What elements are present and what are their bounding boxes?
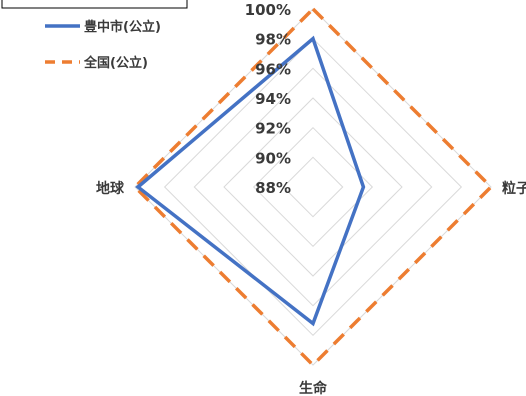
tick-label: 96% <box>255 60 291 78</box>
grid-ring <box>163 37 463 337</box>
legend-box-edge <box>1 0 188 9</box>
series-national-line <box>132 6 494 368</box>
axis-labels: 粒子 生命 地球 <box>96 180 526 396</box>
tick-label: 100% <box>245 1 291 19</box>
tick-label: 90% <box>255 149 291 167</box>
axis-label-earth: 地球 <box>96 180 125 197</box>
series-toyonaka-line <box>135 35 366 327</box>
legend: 豊中市(公立) 全国(公立) <box>1 0 188 71</box>
legend-label-national: 全国(公立) <box>83 55 148 71</box>
radar-grid <box>134 8 492 366</box>
tick-label: 88% <box>255 179 291 197</box>
grid-ring <box>193 67 433 307</box>
grid-ring <box>252 126 374 248</box>
tick-label: 98% <box>255 31 291 49</box>
series-layer <box>132 6 494 368</box>
grid-ring <box>134 8 492 366</box>
tick-label: 94% <box>255 90 291 108</box>
legend-label-toyonaka: 豊中市(公立) <box>84 19 161 35</box>
axis-label-particle: 粒子 <box>502 180 526 197</box>
tick-labels: 88% 90% 92% 94% 96% 98% 100% <box>245 1 291 197</box>
grid-ring <box>282 156 344 218</box>
tick-label: 92% <box>255 120 291 138</box>
axis-label-life: 生命 <box>299 380 328 396</box>
grid-ring <box>223 97 403 277</box>
